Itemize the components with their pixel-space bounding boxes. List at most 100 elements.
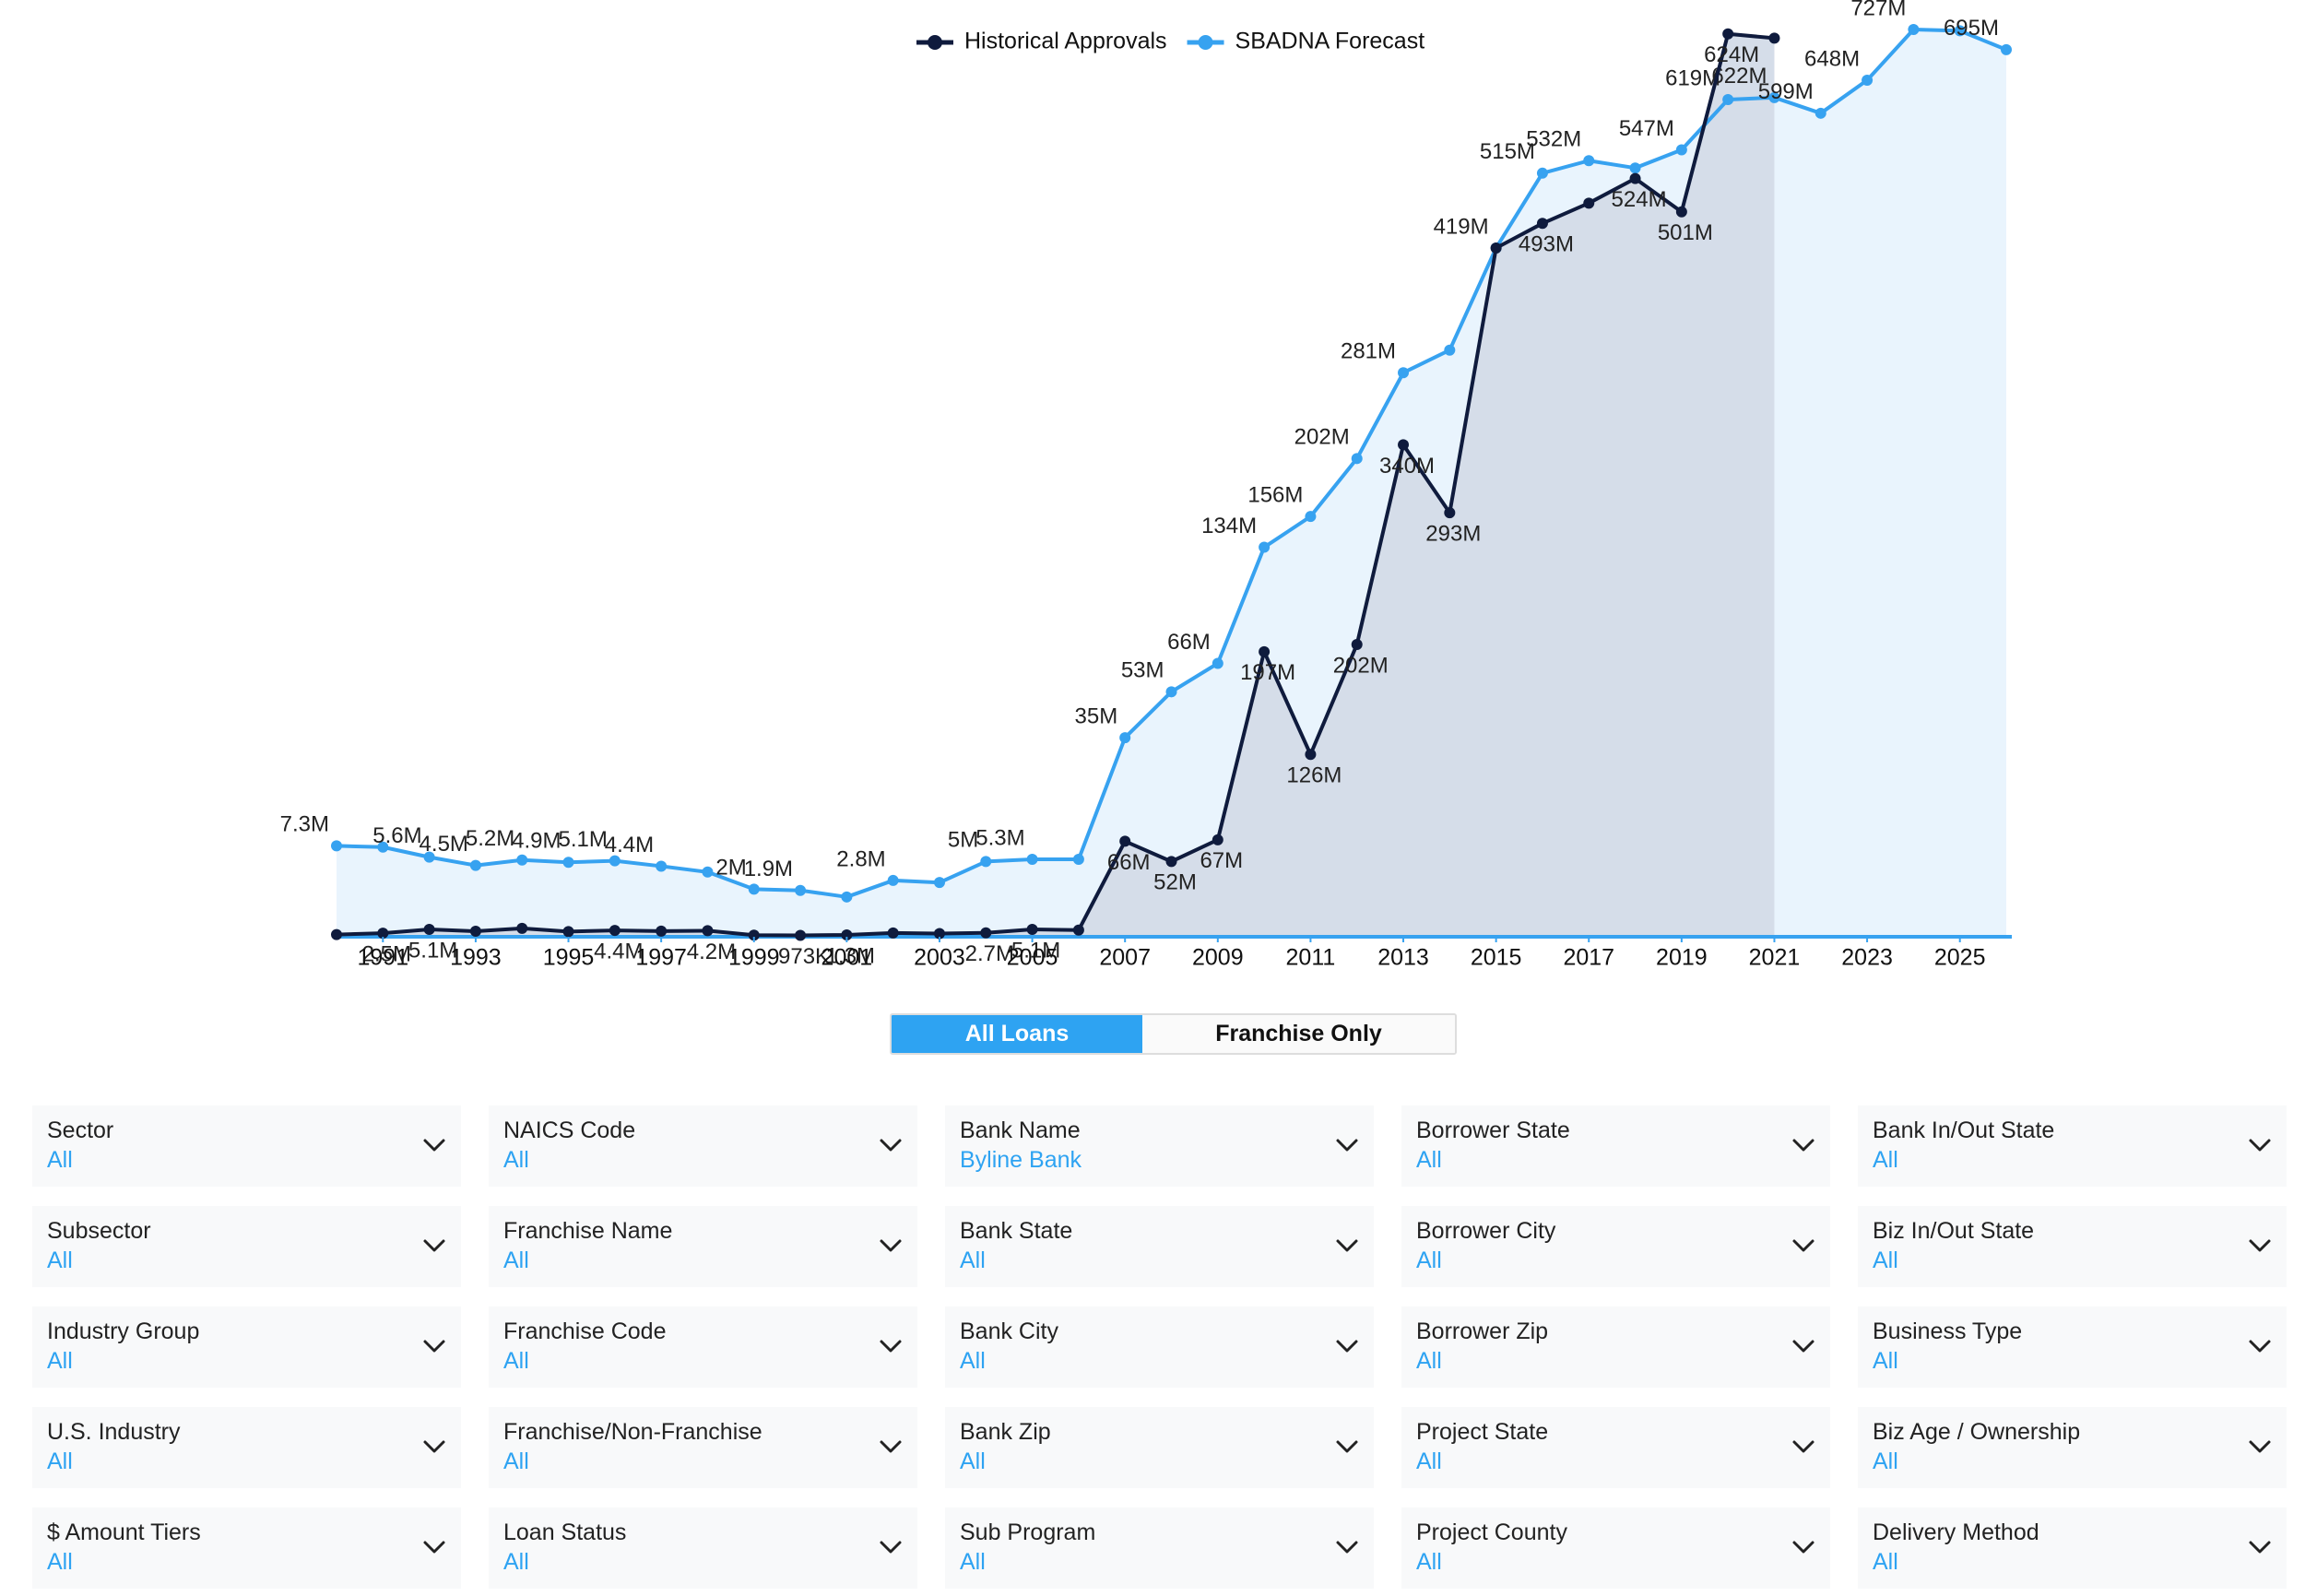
filter-dropdown[interactable]: Bank In/Out State All: [1858, 1105, 2287, 1187]
data-point: [1722, 94, 1734, 106]
filter-dropdown[interactable]: Subsector All: [32, 1206, 461, 1287]
filter-dropdown[interactable]: Project County All: [1401, 1507, 1830, 1589]
chevron-icon: [1792, 1340, 1814, 1353]
chevron-icon: [880, 1239, 902, 1252]
data-point: [423, 851, 435, 863]
filter-dropdown[interactable]: NAICS Code All: [489, 1105, 917, 1187]
filter-label: Business Type: [1873, 1318, 2023, 1344]
filter-dropdown[interactable]: U.S. Industry All: [32, 1407, 461, 1488]
chevron: [880, 1541, 902, 1554]
filter-dropdown[interactable]: Franchise Name All: [489, 1206, 917, 1287]
data-label: 727M: [1850, 0, 1906, 20]
x-tick-label: 2025: [1934, 945, 1986, 971]
toggle-button[interactable]: Franchise Only: [1142, 1015, 1455, 1053]
data-point: [1862, 75, 1874, 87]
data-label: 599M: [1758, 79, 1814, 104]
filter-dropdown[interactable]: Bank Zip All: [945, 1407, 1374, 1488]
filter-dropdown[interactable]: Borrower State All: [1401, 1105, 1830, 1187]
filter-grid: Sector All NAICS Code All Bank Name Byline Ba…: [32, 1105, 2287, 1589]
filter-dropdown[interactable]: Bank State All: [945, 1206, 1374, 1287]
filter-dropdown[interactable]: Borrower City All: [1401, 1206, 1830, 1287]
filter-label: Borrower City: [1416, 1218, 1556, 1244]
x-tick-label: 2003: [914, 945, 965, 971]
data-point: [1814, 107, 1826, 119]
x-tick-label: 2023: [1841, 945, 1893, 971]
loan-toggle: All Loans Franchise Only: [890, 1013, 1457, 1055]
data-point: [1072, 924, 1084, 936]
filter-dropdown[interactable]: Sub Program All: [945, 1507, 1374, 1589]
data-label: 202M: [1333, 653, 1389, 678]
filter-dropdown[interactable]: $ Amount Tiers All: [32, 1507, 461, 1589]
filter-value: All: [960, 1549, 986, 1575]
chevron: [880, 1440, 902, 1453]
data-label: 66M: [1107, 850, 1151, 875]
filter-label: Loan Status: [503, 1519, 627, 1545]
chevron: [2249, 1440, 2271, 1453]
filter-value: All: [1873, 1348, 1898, 1374]
data-label: 1.9M: [744, 857, 793, 881]
x-tick-label: 2019: [1656, 945, 1708, 971]
data-point: [1026, 853, 1038, 865]
filter-value: All: [47, 1348, 73, 1374]
filter-dropdown[interactable]: Borrower Zip All: [1401, 1306, 1830, 1388]
chevron: [880, 1239, 902, 1252]
data-point: [1583, 155, 1595, 167]
filter-label: $ Amount Tiers: [47, 1519, 201, 1545]
data-point: [1119, 835, 1131, 847]
filter-dropdown[interactable]: Franchise Code All: [489, 1306, 917, 1388]
filter-label: U.S. Industry: [47, 1419, 181, 1445]
x-tick-label: 2001: [822, 945, 873, 971]
data-point: [887, 874, 899, 886]
data-point: [795, 884, 807, 896]
filter-label: Project State: [1416, 1419, 1549, 1445]
data-point: [1722, 28, 1734, 40]
x-tick-label: 2015: [1471, 945, 1522, 971]
filter-dropdown[interactable]: Industry Group All: [32, 1306, 461, 1388]
data-label: 202M: [1294, 425, 1350, 450]
x-tick-label: 2017: [1563, 945, 1614, 971]
chevron: [423, 1139, 445, 1152]
filter-dropdown[interactable]: Biz In/Out State All: [1858, 1206, 2287, 1287]
toggle-button[interactable]: All Loans: [892, 1015, 1142, 1053]
chevron-icon: [1336, 1139, 1358, 1152]
chevron-icon: [1336, 1541, 1358, 1554]
data-point: [656, 925, 668, 937]
filter-dropdown[interactable]: Franchise/Non-Franchise All: [489, 1407, 917, 1488]
chevron: [423, 1340, 445, 1353]
chevron: [1792, 1440, 1814, 1453]
data-point: [1490, 242, 1502, 254]
data-label: 35M: [1075, 703, 1118, 728]
filter-dropdown[interactable]: Bank Name Byline Bank: [945, 1105, 1374, 1187]
data-point: [1675, 206, 1687, 218]
filter-dropdown[interactable]: Bank City All: [945, 1306, 1374, 1388]
filter-dropdown[interactable]: Sector All: [32, 1105, 461, 1187]
filter-label: Bank City: [960, 1318, 1058, 1344]
data-label: 619M: [1665, 65, 1720, 90]
data-label: 52M: [1153, 870, 1197, 895]
data-point: [469, 926, 481, 938]
data-label: 547M: [1619, 116, 1674, 141]
legend-dot: [928, 35, 942, 50]
data-point: [1768, 91, 1780, 103]
filter-dropdown[interactable]: Delivery Method All: [1858, 1507, 2287, 1589]
data-point: [887, 927, 899, 939]
chevron: [880, 1139, 902, 1152]
x-tick-label: 1997: [635, 945, 687, 971]
data-point: [1351, 638, 1363, 650]
filter-label: Biz Age / Ownership: [1873, 1419, 2081, 1445]
chevron: [1336, 1340, 1358, 1353]
chevron: [2249, 1139, 2271, 1152]
chevron-icon: [2249, 1340, 2271, 1353]
filter-dropdown[interactable]: Loan Status All: [489, 1507, 917, 1589]
filter-dropdown[interactable]: Business Type All: [1858, 1306, 2287, 1388]
filter-label: Delivery Method: [1873, 1519, 2039, 1545]
chevron: [1792, 1340, 1814, 1353]
filter-dropdown[interactable]: Project State All: [1401, 1407, 1830, 1488]
chevron-icon: [1336, 1340, 1358, 1353]
data-point: [1212, 833, 1223, 845]
data-point: [1398, 439, 1410, 451]
filter-dropdown[interactable]: Biz Age / Ownership All: [1858, 1407, 2287, 1488]
data-point: [377, 841, 389, 853]
filter-value: All: [503, 1247, 529, 1273]
chevron: [2249, 1541, 2271, 1554]
